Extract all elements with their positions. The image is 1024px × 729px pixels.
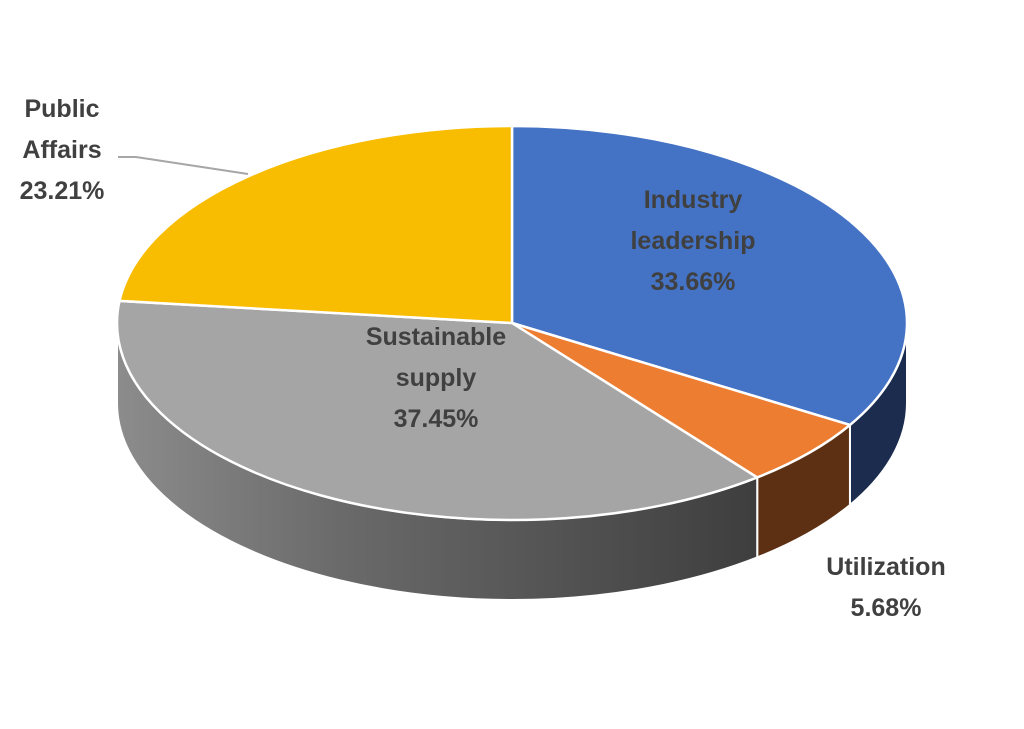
pie-label-name-line: Industry (644, 186, 743, 214)
pie-label-value: 23.21% (20, 177, 105, 205)
pie-label-name-line: Affairs (22, 136, 101, 164)
pie-slice-industry-leadership (510, 124, 909, 427)
pie-label-name-line: Utilization (826, 553, 945, 581)
pie-labels: Industry leadership 33.66% Utilization 5.68%… (20, 95, 946, 622)
pie-label-value: 5.68% (851, 594, 922, 622)
pie-top-faces (115, 124, 909, 522)
pie-label-industry-leadership: Industry leadership 33.66% (630, 186, 755, 296)
pie-label-public-affairs: Public Affairs 23.21% (20, 95, 105, 205)
leader-line-public-affairs (118, 156, 249, 175)
pie-slice-utilization (510, 321, 852, 479)
pie-label-utilization: Utilization 5.68% (826, 553, 945, 622)
pie-label-name-line: leadership (630, 227, 755, 255)
pie-label-name-line: supply (396, 364, 477, 392)
pie-label-name-line: Sustainable (366, 323, 506, 351)
pie-slice-sustainable-supply (115, 299, 759, 522)
pie-label-sustainable-supply: Sustainable supply 37.45% (366, 323, 506, 433)
pie-slice-public-affairs (118, 124, 514, 325)
pie-label-value: 33.66% (651, 268, 736, 296)
pie-label-name-line: Public (24, 95, 99, 123)
pie-label-value: 37.45% (394, 405, 479, 433)
